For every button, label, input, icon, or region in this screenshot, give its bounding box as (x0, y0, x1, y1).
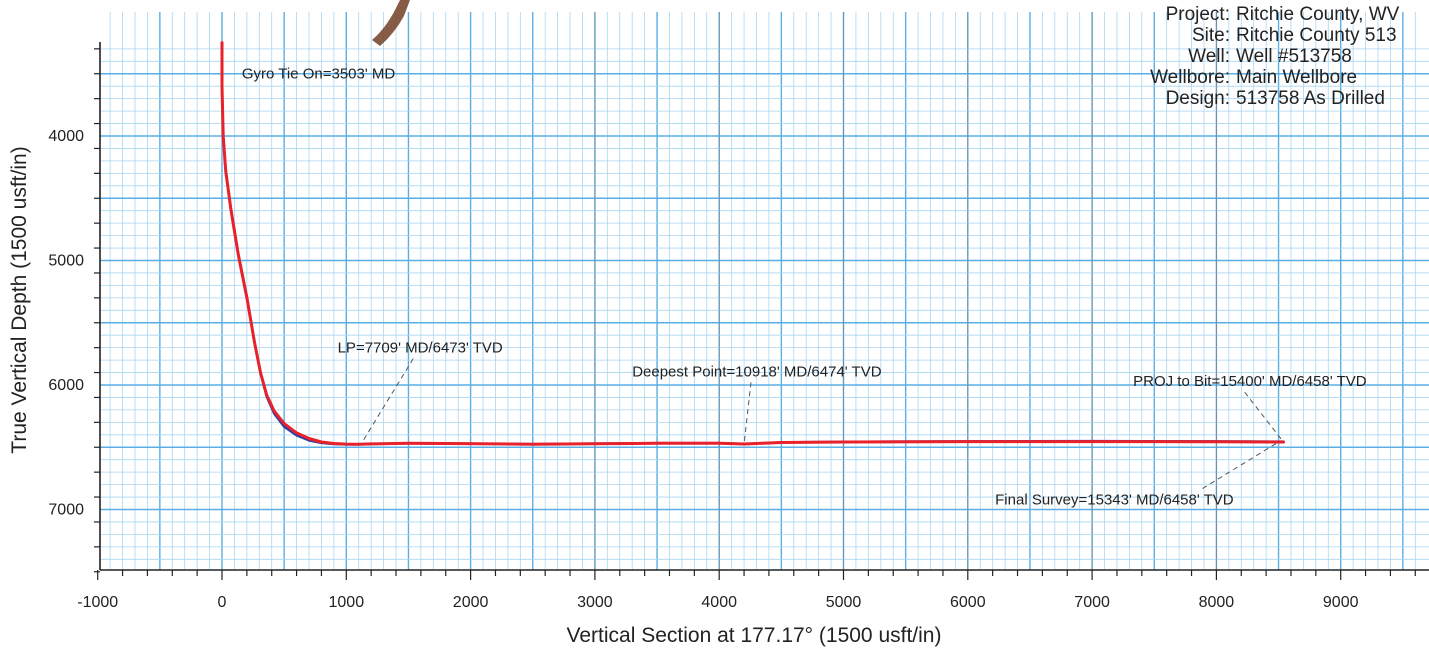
x-tick-label: 1000 (329, 594, 365, 611)
pen-mark-scribble (372, 0, 410, 46)
x-tick-label: 0 (218, 594, 227, 611)
grid-layer (100, 12, 1429, 570)
annotation-leader (360, 358, 414, 445)
annotation-label: Final Survey=15343' MD/6458' TVD (995, 492, 1234, 509)
info-value: Well #513758 (1236, 46, 1352, 67)
annotation-leader (1244, 391, 1284, 443)
info-row-design: Design: 513758 As Drilled (1100, 88, 1429, 109)
x-tick-label: -1000 (77, 594, 118, 611)
annotation-layer: Gyro Tie On=3503' MD LP=7709' MD/6473' TV… (242, 66, 1367, 509)
info-row-project: Project: Ritchie County, WV (1100, 4, 1429, 25)
info-value: Main Wellbore (1236, 67, 1358, 88)
x-tick-label: 8000 (1199, 594, 1235, 611)
y-tick-label: 6000 (48, 377, 84, 394)
annotation-label: Deepest Point=10918' MD/6474' TVD (632, 363, 882, 380)
x-tick-label: 4000 (701, 594, 737, 611)
x-tick-label: 2000 (453, 594, 489, 611)
x-tick-label: 9000 (1323, 594, 1359, 611)
x-tick-label: 7000 (1074, 594, 1110, 611)
info-label: Well: (1188, 46, 1230, 67)
annotation-label: Gyro Tie On=3503' MD (242, 66, 396, 83)
axis-layer: -1000 0 1000 2000 3000 4000 5000 6000 7000 8000 90… (48, 42, 1429, 611)
trajectory-line (220, 41, 1285, 446)
y-tick-label: 4000 (48, 128, 84, 145)
y-tick-label: 5000 (48, 253, 84, 270)
annotation-leader (1202, 441, 1279, 489)
info-value: 513758 As Drilled (1236, 88, 1385, 109)
info-label: Site: (1191, 25, 1230, 46)
pen-mark (372, 0, 410, 46)
annotation-leader (743, 382, 752, 445)
x-tick-label: 3000 (577, 594, 613, 611)
info-label: Design: (1165, 88, 1230, 109)
well-info-block: Project: Ritchie County, WV Site: Ritchi… (1100, 4, 1429, 109)
x-axis-title: Vertical Section at 177.17° (1500 usft/i… (567, 624, 942, 647)
info-label: Wellbore: (1150, 67, 1230, 88)
info-value: Ritchie County, WV (1236, 4, 1400, 25)
info-row-wellbore: Wellbore: Main Wellbore (1100, 67, 1429, 88)
y-axis-title: True Vertical Depth (1500 usft/in) (8, 146, 31, 453)
y-tick-label: 7000 (48, 502, 84, 519)
info-row-site: Site: Ritchie County 513 (1100, 25, 1429, 46)
annotation-label: PROJ to Bit=15400' MD/6458' TVD (1133, 373, 1367, 390)
info-row-well: Well: Well #513758 (1100, 46, 1429, 67)
series-layer (220, 41, 1285, 446)
x-tick-label: 6000 (950, 594, 986, 611)
annotation-label: LP=7709' MD/6473' TVD (338, 340, 503, 357)
info-value: Ritchie County 513 (1236, 25, 1397, 46)
info-label: Project: (1165, 4, 1230, 25)
x-tick-label: 5000 (826, 594, 862, 611)
